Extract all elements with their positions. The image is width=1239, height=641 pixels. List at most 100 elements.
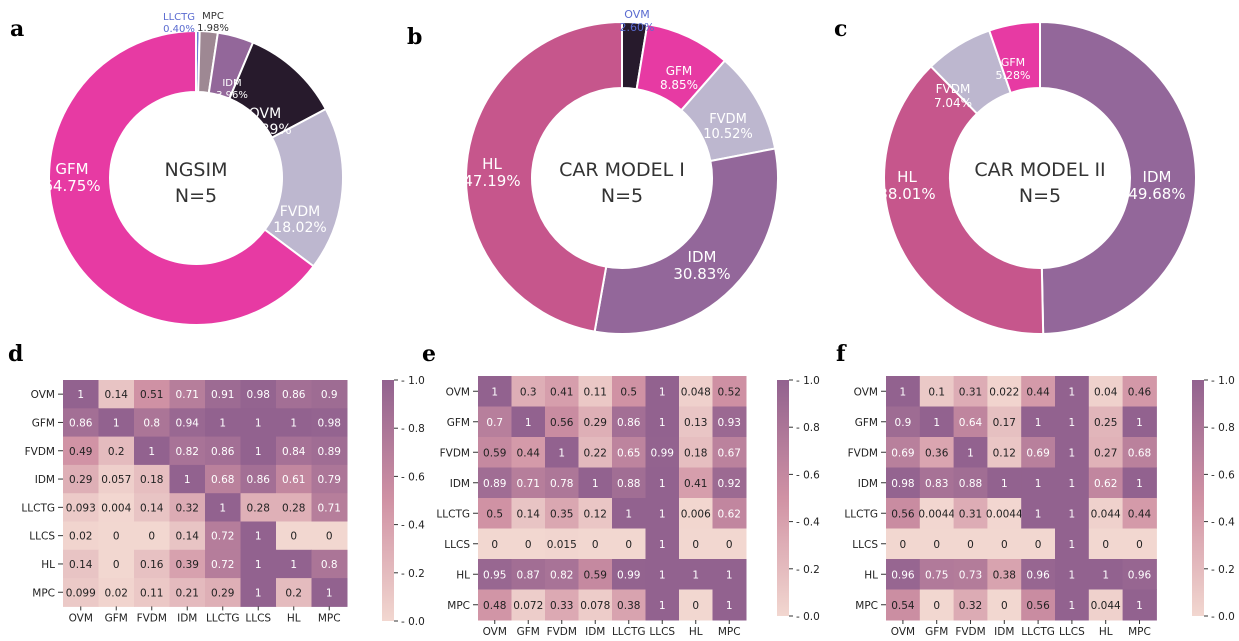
row-tick-label-mpc: MPC <box>447 600 470 612</box>
heatmap-cell-label: 0 <box>1035 539 1042 551</box>
heatmap-cell-label: 0.96 <box>1128 569 1152 581</box>
heatmap-cell <box>1055 559 1090 590</box>
heatmap-cell-label: 1 <box>726 600 733 612</box>
donut-center-title: CAR MODEL I <box>559 159 685 181</box>
heatmap-cell-label: 0.46 <box>1128 386 1152 398</box>
heatmap-cell <box>612 498 646 529</box>
heatmap-cell-label: 0.28 <box>247 502 270 514</box>
col-tick-label-idm: IDM <box>994 626 1014 637</box>
slice-percent-llctg: 0.40% <box>163 24 195 35</box>
row-tick-label-mpc: MPC <box>32 587 55 599</box>
heatmap-cell-label: 0.02 <box>105 587 128 599</box>
colorbar-tick-label: - 0.0 <box>1211 611 1235 623</box>
heatmap-cell <box>511 406 546 438</box>
heatmap-cell-label: 0.56 <box>1026 600 1050 612</box>
heatmap-cell-label: 0.0044 <box>986 508 1023 520</box>
slice-label-fvdm: FVDM <box>709 112 747 127</box>
heatmap-cell <box>63 380 99 409</box>
heatmap-cell <box>886 589 921 621</box>
col-tick-label-ovm: OVM <box>483 626 507 637</box>
heatmap-cell-label: 0 <box>1001 539 1008 551</box>
heatmap-cell <box>1122 589 1157 621</box>
heatmap-cell <box>953 559 988 590</box>
heatmap-cell <box>311 578 348 607</box>
heatmap-cell <box>987 467 1022 499</box>
heatmap-cell <box>240 380 277 409</box>
donut-center-subtitle: N=5 <box>1019 185 1061 207</box>
heatmap-cell <box>276 521 312 551</box>
heatmap-cell-label: 0.61 <box>282 474 305 486</box>
heatmap-cell-label: 0.83 <box>925 478 948 490</box>
heatmap-cell <box>545 376 579 407</box>
heatmap-cell-label: 0.044 <box>1091 600 1121 612</box>
heatmap-cell-label: 1 <box>1069 508 1076 520</box>
slice-percent-ovm: 2.60% <box>620 21 655 34</box>
heatmap-cell <box>1088 437 1124 468</box>
heatmap-cell-label: 0.75 <box>925 569 948 581</box>
heatmap-cell <box>1055 376 1090 407</box>
heatmap-cell <box>478 528 512 560</box>
heatmap-cell <box>478 376 512 407</box>
heatmap-cell <box>240 493 277 522</box>
colorbar-tick-label: - 0.4 <box>401 520 425 532</box>
heatmap-cell <box>240 521 277 551</box>
heatmap-cell-label: 0.71 <box>318 502 341 514</box>
slice-percent-gfm: 64.75% <box>43 177 100 195</box>
slice-label-llctg: LLCTG <box>163 12 195 23</box>
heatmap-cell-label: 0 <box>326 531 333 543</box>
heatmap-cell <box>645 559 680 590</box>
donut-center-title: NGSIM <box>165 159 228 181</box>
heatmap-cell <box>276 578 312 607</box>
pie-slice-idm <box>1039 20 1197 335</box>
heatmap-cell-label: 1 <box>1035 417 1042 429</box>
heatmap-cell-label: 0 <box>726 539 733 551</box>
heatmap-cell <box>1021 467 1056 499</box>
heatmap-cell <box>169 436 206 466</box>
heatmap-cell-label: 0.73 <box>959 569 982 581</box>
heatmap-cell <box>953 589 988 621</box>
colorbar <box>1192 380 1204 616</box>
heatmap-cell <box>1122 467 1157 499</box>
heatmap-cell-label: 0.88 <box>959 478 982 490</box>
heatmap-cell <box>63 493 99 522</box>
heatmap-cell <box>612 376 646 407</box>
heatmap-cell-label: 0.14 <box>69 559 93 571</box>
row-tick-label-llcs: LLCS <box>852 539 878 551</box>
heatmap-cell <box>169 549 206 579</box>
heatmap-cell <box>1088 528 1124 560</box>
donut-center-subtitle: N=5 <box>175 185 217 207</box>
heatmap-cell-label: 0.8 <box>143 417 160 429</box>
heatmap-cell-label: 0.22 <box>584 447 607 459</box>
heatmap-cell <box>1021 589 1056 621</box>
row-tick-label-hl: HL <box>864 569 878 581</box>
heatmap-cell-label: 0.31 <box>959 508 982 520</box>
heatmap-cell-label: 0.14 <box>176 531 200 543</box>
heatmap-cell <box>276 493 312 522</box>
heatmap-cell-label: 0.89 <box>318 446 341 458</box>
colorbar-tick-label: - 0.2 <box>1211 564 1235 576</box>
heatmap-cell-label: 0.015 <box>547 539 577 551</box>
heatmap-cell-label: 0.04 <box>1094 386 1118 398</box>
pie-slice-hl <box>465 20 623 333</box>
heatmap-cell-label: 0.79 <box>318 474 341 486</box>
heatmap-cell-label: 1 <box>659 569 666 581</box>
heatmap-cell-label: 0.67 <box>718 447 741 459</box>
heatmap-cell <box>987 589 1022 621</box>
row-tick-label-gfm: GFM <box>855 417 878 429</box>
heatmap-cell-label: 0.13 <box>684 417 707 429</box>
slice-label-hl: HL <box>482 155 502 173</box>
colorbar <box>777 380 789 616</box>
heatmap-cell <box>276 380 312 409</box>
heatmap-car-model-2: 1 0.1 0.31 0.022 0.44 1 0.04 0.46 0.9 1 0.64 0.17 1 1… <box>844 375 1235 638</box>
heatmap-cell-label: 0.62 <box>1094 478 1117 490</box>
heatmap-cell <box>712 498 747 529</box>
heatmap-cell <box>134 464 170 494</box>
heatmap-cell <box>478 559 512 590</box>
slice-percent-idm: 30.83% <box>673 265 730 283</box>
heatmap-cell <box>612 406 646 438</box>
heatmap-cell <box>987 498 1022 529</box>
heatmap-cell <box>134 549 170 579</box>
heatmap-cell <box>98 380 135 409</box>
row-tick-label-gfm: GFM <box>447 417 470 429</box>
heatmap-cell <box>578 589 613 621</box>
